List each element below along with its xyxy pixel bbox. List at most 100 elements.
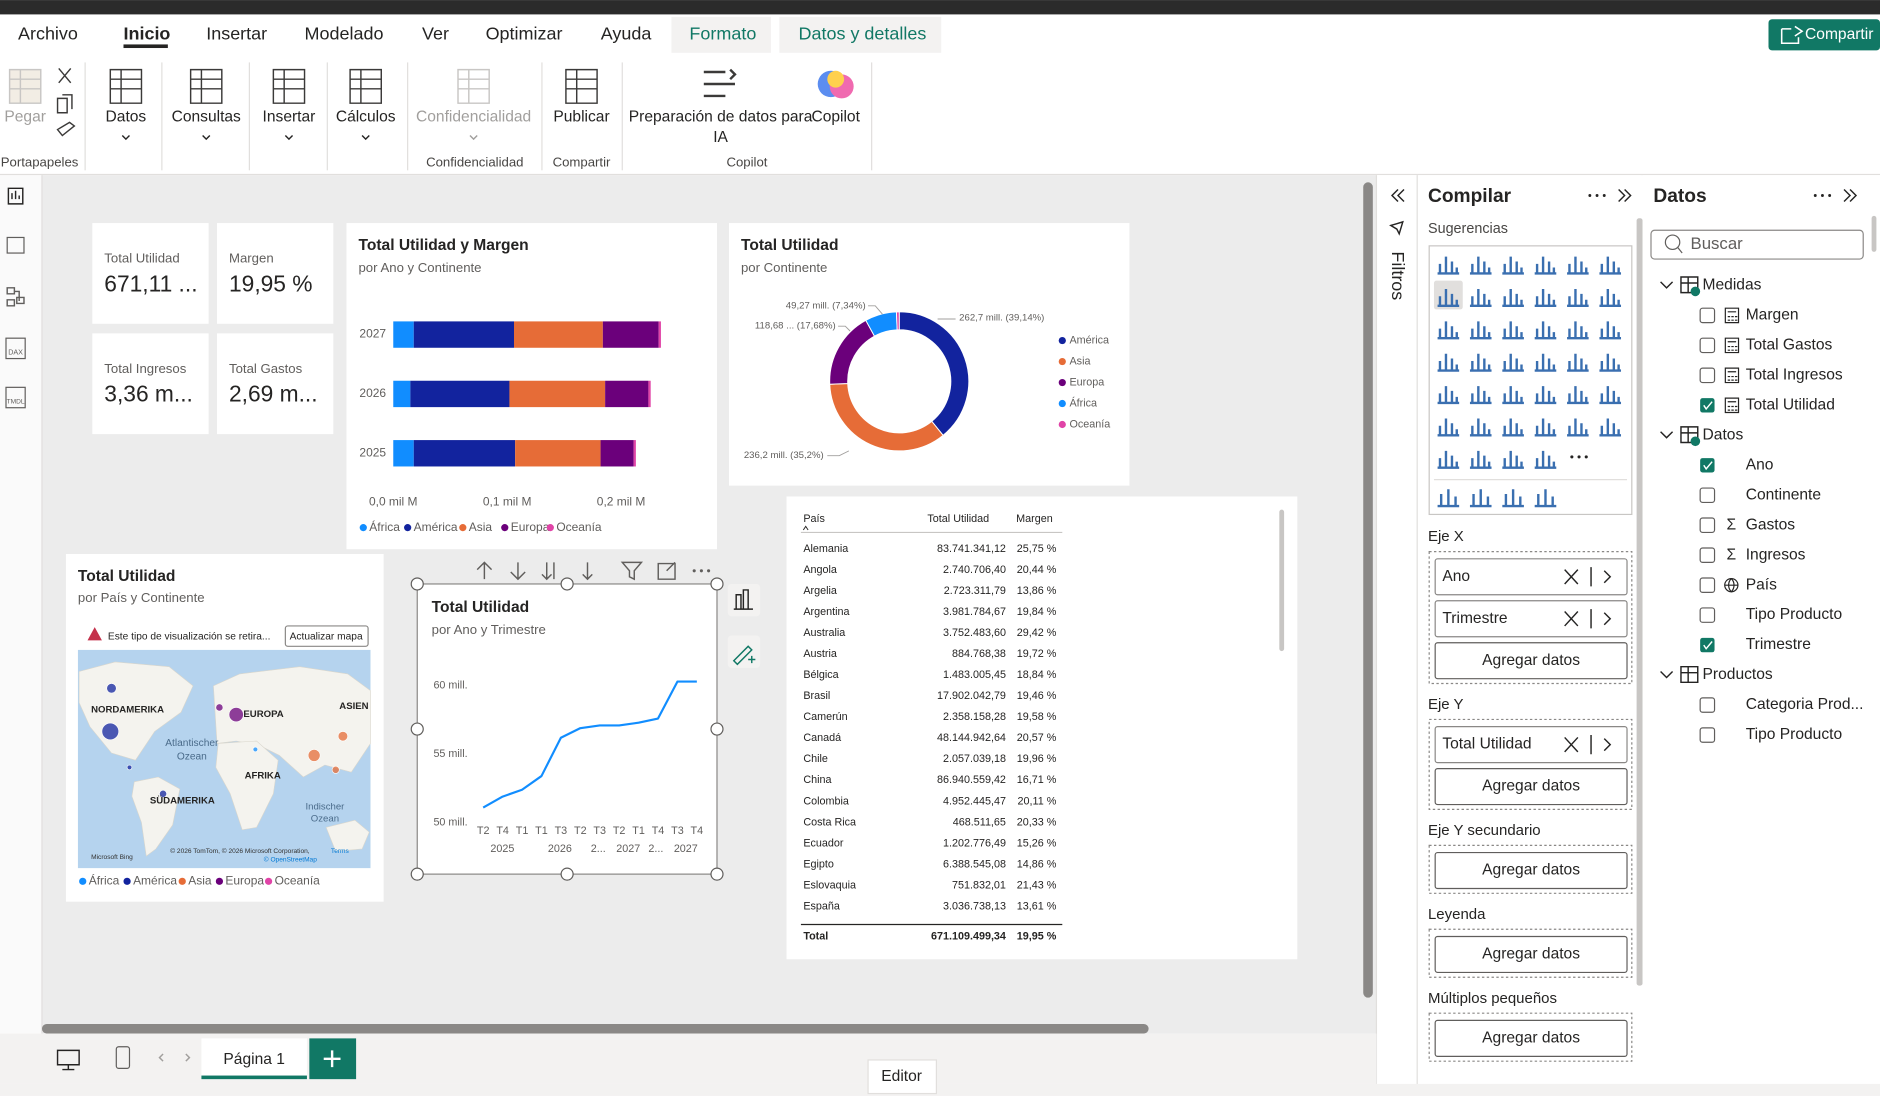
more-options-dot[interactable] (1595, 194, 1599, 197)
tree-chevron[interactable] (1660, 670, 1674, 679)
checkbox[interactable] (1699, 367, 1716, 384)
checkbox[interactable] (1699, 517, 1716, 534)
field-name[interactable]: País (1746, 576, 1777, 593)
add-data-button[interactable] (1434, 851, 1628, 890)
field-pill[interactable] (1434, 558, 1628, 596)
button-label[interactable]: Agregar datos (1482, 862, 1580, 879)
field-name[interactable]: Total Utilidad (1746, 396, 1835, 413)
visual-type-icon[interactable] (1469, 489, 1492, 508)
page-nav-arrows[interactable] (158, 1053, 191, 1062)
table-view-icon[interactable] (6, 236, 25, 254)
selection-handle[interactable] (560, 577, 574, 591)
checkbox[interactable] (1699, 727, 1716, 743)
more-visuals-dot[interactable] (1584, 455, 1588, 459)
visual-type-icon[interactable] (1469, 289, 1492, 308)
visual-type-icon[interactable] (1599, 386, 1622, 405)
tree-chevron[interactable] (1660, 431, 1674, 439)
editor-tab[interactable] (867, 1059, 938, 1095)
add-data-button[interactable] (1434, 935, 1628, 974)
report-view-icon[interactable] (7, 187, 24, 205)
checkbox[interactable] (1699, 307, 1716, 324)
visual-type-icon[interactable] (1534, 418, 1557, 437)
checkbox[interactable] (1699, 697, 1716, 713)
more-options-dot[interactable] (1813, 194, 1817, 197)
field-name[interactable]: Ano (1746, 456, 1774, 473)
visual-type-icon[interactable] (1502, 450, 1524, 469)
visual-type-icon[interactable] (1567, 289, 1589, 308)
checkbox-checked[interactable] (1700, 458, 1715, 473)
collapse-icon[interactable] (1843, 188, 1858, 203)
ribbon-tab[interactable]: Ayuda (601, 24, 652, 44)
visual-type-icon[interactable] (1469, 353, 1492, 372)
analytics-button[interactable] (727, 635, 761, 668)
ribbon-tab[interactable]: Archivo (18, 24, 78, 44)
more-options-dot[interactable] (1602, 194, 1606, 197)
checkbox[interactable] (1699, 607, 1716, 623)
visual-type-icon[interactable] (1599, 418, 1622, 437)
visual-type-icon[interactable] (1437, 489, 1460, 508)
map-attribution[interactable]: Terms (331, 848, 350, 855)
visual-type-icon[interactable] (1437, 353, 1460, 372)
visual-type-icon[interactable] (1437, 321, 1460, 340)
mobile-layout-icon[interactable] (115, 1046, 131, 1069)
selection-handle[interactable] (710, 867, 724, 881)
dax-view-icon[interactable] (5, 337, 26, 360)
ribbon-tab[interactable]: Formato (689, 24, 756, 44)
field-actions[interactable] (1564, 609, 1612, 629)
button-label[interactable]: Agregar datos (1482, 946, 1580, 963)
selection-handle[interactable] (710, 722, 724, 736)
more-options-dot[interactable] (1828, 194, 1832, 197)
tree-chevron[interactable] (1660, 281, 1674, 289)
visual-type-icon[interactable] (1437, 418, 1460, 437)
ribbon-button[interactable]: Copilot (811, 109, 860, 126)
field-name[interactable]: Tipo Producto (1746, 606, 1843, 623)
ribbon-button[interactable]: Confidencialidad (416, 109, 531, 126)
visual-type-icon[interactable] (1502, 418, 1524, 437)
update-map-button[interactable] (284, 625, 369, 647)
visual-type-icon[interactable] (1502, 386, 1524, 405)
more-visuals-dot[interactable] (1570, 455, 1574, 459)
selection-handle[interactable] (410, 577, 424, 591)
field-name[interactable]: Total Ingresos (1746, 366, 1843, 383)
visual-type-icon[interactable] (1437, 256, 1460, 275)
column-header[interactable]: Margen (1016, 513, 1053, 525)
desktop-layout-icon[interactable] (56, 1049, 80, 1071)
visual-type-icon[interactable] (1599, 289, 1622, 308)
visual-type-icon[interactable] (1502, 489, 1524, 508)
visual-type-icon[interactable] (1567, 418, 1589, 437)
ribbon-tab[interactable]: Optimizar (486, 24, 563, 44)
checkbox-checked[interactable] (1700, 637, 1715, 653)
visual-header-icons[interactable] (476, 561, 676, 581)
checkbox[interactable] (1699, 337, 1716, 354)
visual-type-icon[interactable] (1567, 386, 1589, 405)
page-tab-label[interactable]: Página 1 (223, 1051, 285, 1068)
visual-type-icon[interactable] (1534, 353, 1557, 372)
field-name[interactable]: Continente (1746, 486, 1821, 503)
visual-type-icon[interactable] (1469, 418, 1492, 437)
more-options-dot[interactable] (1588, 194, 1592, 197)
selection-handle[interactable] (410, 867, 424, 881)
column-header[interactable]: País (803, 513, 825, 525)
ribbon-tab[interactable]: Insertar (206, 24, 267, 44)
model-view-icon[interactable] (6, 287, 25, 307)
ribbon-tab[interactable]: Ver (422, 24, 449, 44)
visual-type-icon[interactable] (1469, 450, 1492, 469)
ribbon-button[interactable]: Publicar (553, 109, 609, 126)
field-actions[interactable] (1564, 735, 1612, 755)
visual-type-icon[interactable] (1567, 256, 1589, 275)
column-header[interactable]: Total Utilidad (927, 513, 989, 525)
visual-type-icon[interactable] (1534, 321, 1557, 340)
field-actions[interactable] (1564, 567, 1612, 587)
more-visuals-dot[interactable] (1577, 455, 1581, 459)
visual-type-icon[interactable] (1599, 256, 1622, 275)
visual-type-icon[interactable] (1534, 289, 1557, 308)
editor-label[interactable]: Editor (881, 1068, 922, 1085)
table-scrollbar[interactable] (1279, 509, 1285, 652)
checkbox[interactable] (1699, 577, 1716, 593)
visual-type-icon[interactable] (1437, 289, 1460, 308)
ribbon-button[interactable]: Pegar (4, 109, 46, 126)
button-label[interactable]: Agregar datos (1482, 778, 1580, 795)
tmdl-view-icon[interactable] (5, 386, 26, 409)
filters-label[interactable]: Filtros (1388, 251, 1408, 300)
visual-type-icon[interactable] (1502, 321, 1524, 340)
